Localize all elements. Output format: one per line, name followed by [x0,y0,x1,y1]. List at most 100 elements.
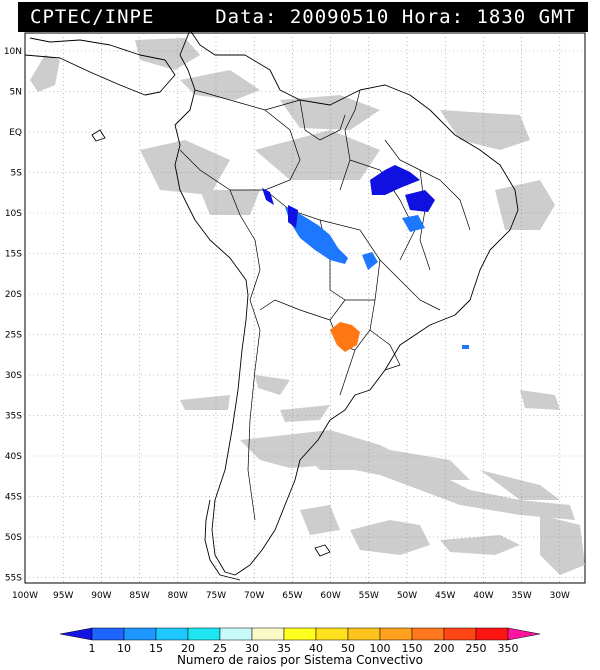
legend-swatch [187,627,221,641]
border-line [339,89,361,191]
legend-swatch [251,627,285,641]
border-line [229,189,261,301]
cloud-area [300,505,340,535]
lon-label: 80W [168,591,188,601]
south-america-coastline [174,29,519,576]
legend-swatch [219,627,253,641]
border-line [194,89,301,111]
graticule [25,33,585,583]
central-america-coastline [24,37,176,96]
lon-label: 55W [359,591,379,601]
lat-label: EQ [9,128,22,138]
legend-tick-label: 1 [89,642,96,654]
lightning-cluster-blue [362,252,378,270]
lat-label: 10S [5,209,22,219]
legend-tick-label: 30 [245,642,259,654]
cloud-area [140,140,230,195]
lon-label: 70W [244,591,264,601]
cloud-layer [30,38,585,575]
border-line [179,109,301,191]
lon-label: 65W [282,591,302,601]
lightning-cluster-darkblue [370,165,420,195]
time-label: Hora: [401,6,465,28]
cloud-area [540,515,585,575]
legend-swatch [283,627,317,641]
cloud-area [255,375,290,395]
lightning-cluster-darkblue [405,190,435,212]
lat-label: 35S [5,412,22,422]
cloud-area [440,535,520,555]
lat-label: 40S [5,452,22,462]
lightning-cluster-blue [402,215,425,232]
country-borders [179,89,471,521]
cloud-area [390,450,470,480]
legend-tick-label: 10 [117,642,131,654]
lightning-systems [262,165,469,352]
cloud-area [480,470,560,500]
border-line [384,139,471,231]
cloud-area [180,70,260,100]
date-label: Data: [215,6,278,28]
legend-tick-label: 200 [434,642,455,654]
legend-tick-label: 35 [277,642,291,654]
chile-archipelago [204,499,241,581]
lat-label: 10N [4,47,22,57]
legend-tick-label: 20 [181,642,195,654]
lat-label: 25S [5,331,22,341]
lat-label: 20S [5,290,22,300]
legend-swatch [347,627,381,641]
legend-tick-label: 350 [498,642,519,654]
legend-swatch [507,627,541,641]
border-line [369,329,401,371]
legend-swatch [411,627,445,641]
color-legend: 1 10 15 20 25 30 35 40 50 100 150 200 250 350 [59,627,541,654]
legend-swatch [379,627,413,641]
org-title: CPTEC/INPE [30,6,155,28]
legend-tick-label: 100 [370,642,391,654]
cloud-area [30,55,60,92]
cloud-area [350,520,430,555]
cloud-area [520,390,560,410]
legend-swatch [155,627,189,641]
cloud-area [180,395,230,410]
cloud-area [280,95,380,130]
cloud-area [300,445,360,470]
legend-swatch [59,627,93,641]
lon-label: 85W [129,591,149,601]
lon-label: 45W [435,591,455,601]
border-line [379,259,441,311]
lat-label: 45S [5,493,22,503]
time-value: 1830 GMT [476,6,576,28]
border-line [339,349,356,396]
lon-label: 60W [320,591,340,601]
lon-label: 100W [12,591,38,601]
legend-swatch [475,627,509,641]
cloud-area [255,130,380,180]
legend-tick-label: 50 [341,642,355,654]
lat-label: 5S [11,169,23,179]
lon-label: 50W [397,591,417,601]
lat-label: 55S [5,574,22,584]
legend-tick-label: 25 [213,642,227,654]
legend-swatch [91,627,125,641]
lon-label: 40W [473,591,493,601]
lon-label: 35W [511,591,531,601]
border-line [259,299,331,321]
header-bar: CPTEC/INPE Data: 20090510 Hora: 1830 GMT [18,2,588,32]
date-time-info: Data: 20090510 Hora: 1830 GMT [215,6,576,28]
lightning-cluster-darkblue [288,205,298,228]
axis-labels: 10N 5N EQ 5S 10S 15S 20S 25S 30S 35S 40S 45S 50S 55S 1… [4,47,570,601]
legend-tick-label: 15 [149,642,163,654]
legend-swatch [123,627,157,641]
lon-label: 30W [550,591,570,601]
cloud-area [200,190,260,215]
coastline-layer [24,29,519,581]
lon-label: 95W [53,591,73,601]
lat-label: 15S [5,250,22,260]
legend-tick-label: 40 [309,642,323,654]
cloud-area [495,180,555,230]
legend-tick-label: 150 [402,642,423,654]
border-line [247,299,261,521]
border-line [299,99,346,141]
lon-label: 75W [206,591,226,601]
